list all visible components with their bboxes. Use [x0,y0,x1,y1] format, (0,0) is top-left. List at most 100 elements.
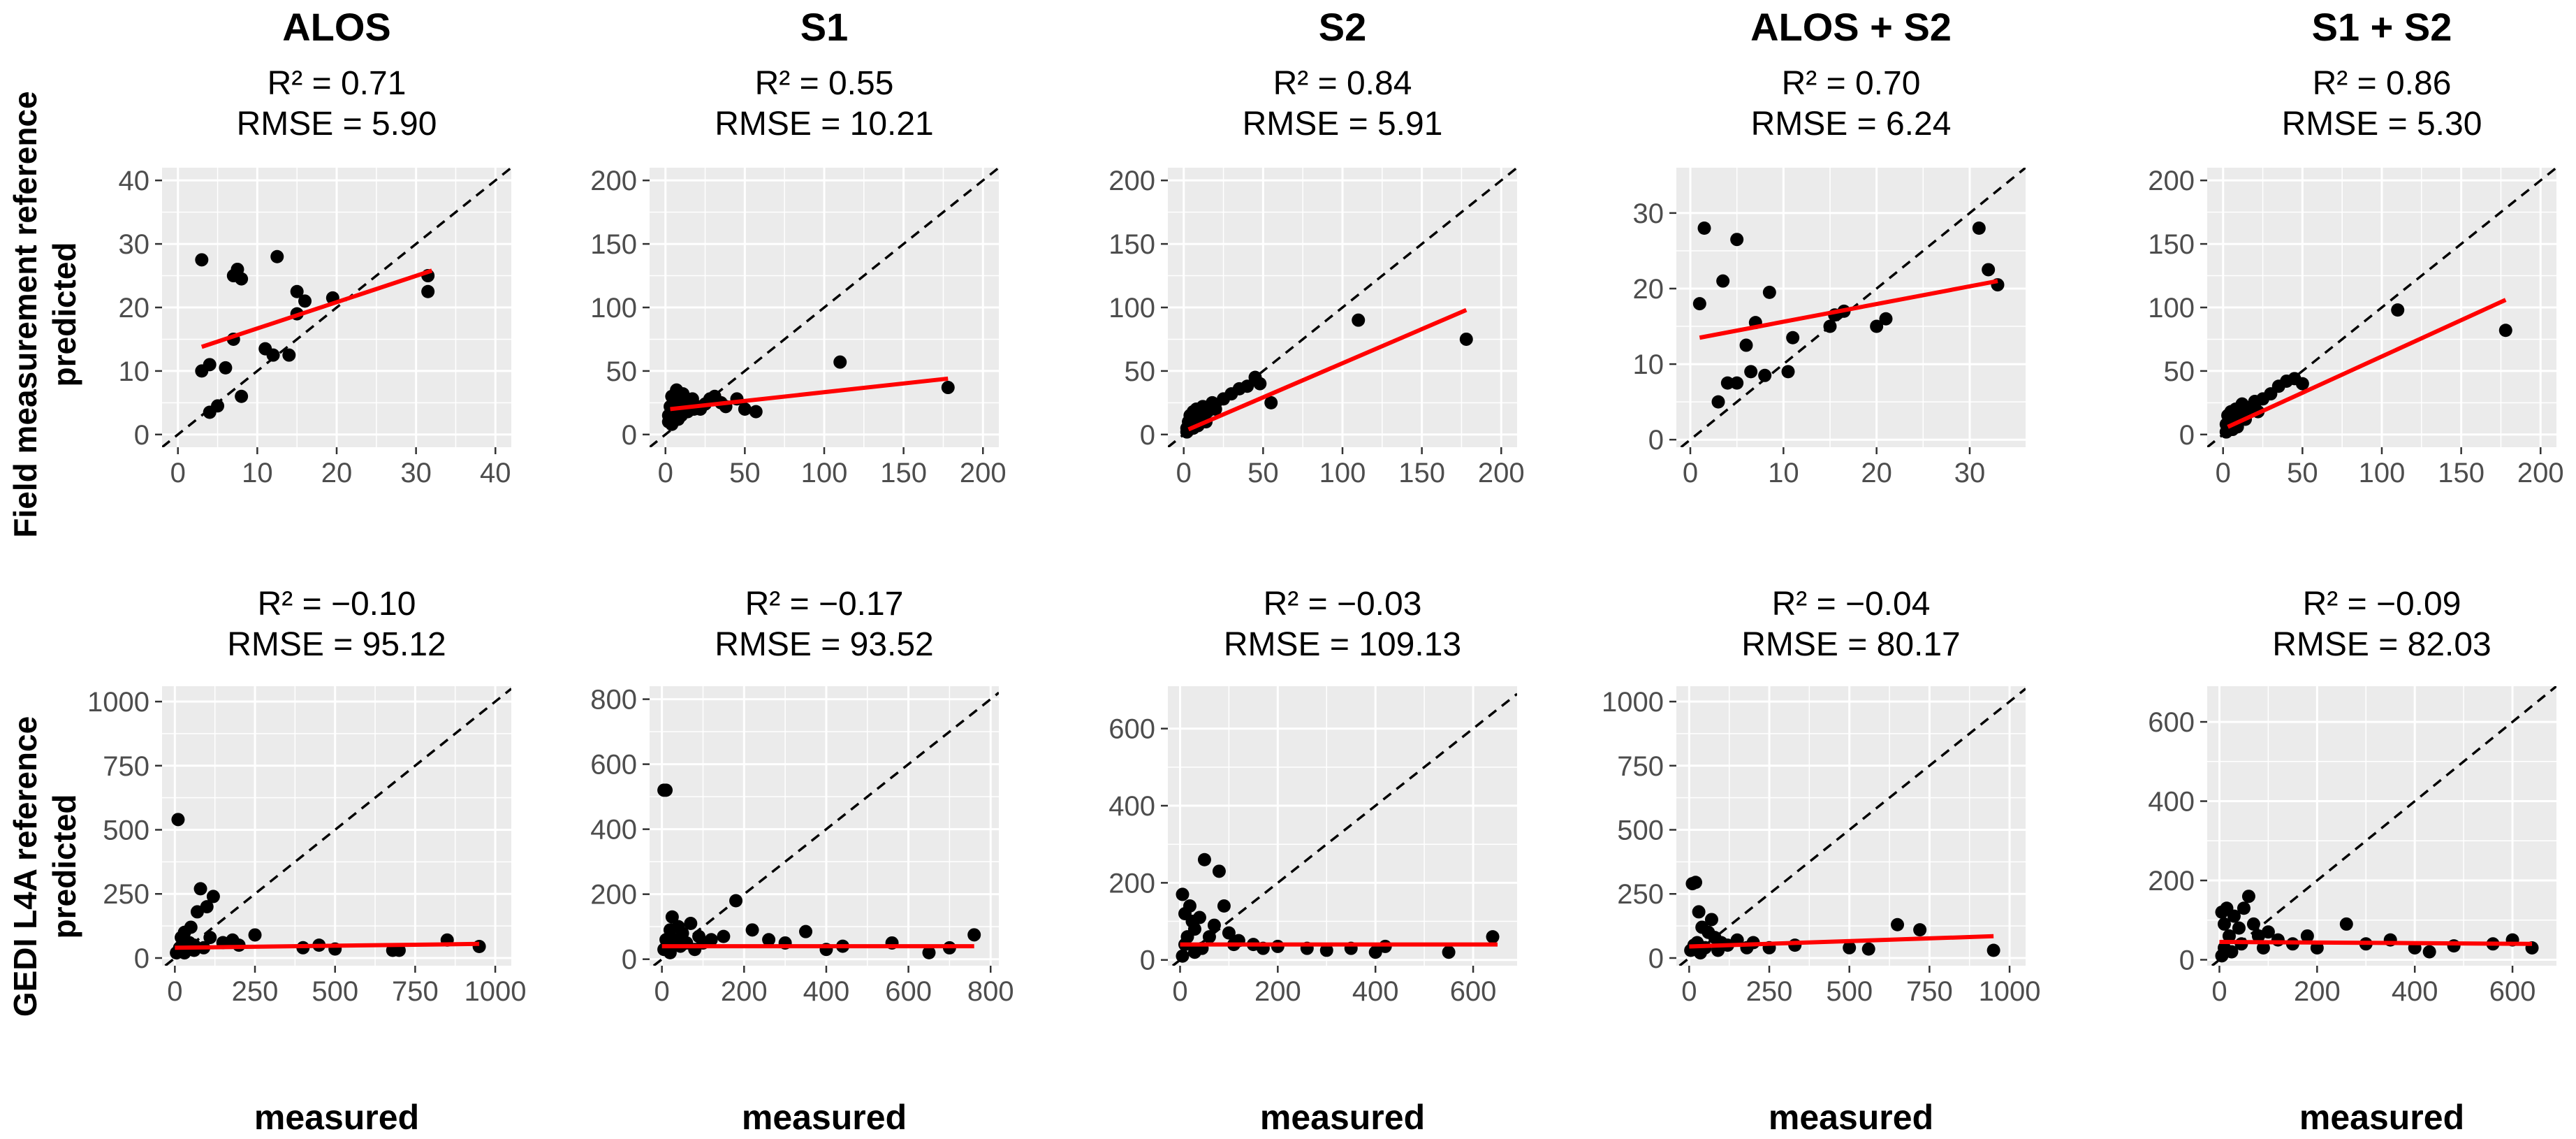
column-title: S1 [800,5,849,49]
identity-line [164,688,511,966]
data-point [2222,929,2236,943]
x-tick-label: 10 [1768,458,1799,488]
data-point [1913,923,1927,937]
x-tick-label: 100 [2359,458,2406,488]
gridlines [650,686,999,966]
y-tick-label: 250 [103,879,149,910]
x-tick-label: 200 [1254,976,1301,1007]
x-tick-label: 150 [2438,458,2484,488]
rmse-label: RMSE = 6.24 [1751,106,1952,143]
r-squared-label: R² = −0.10 [258,586,416,623]
points [195,249,435,419]
fit-line [1689,934,1994,949]
x-tick-label: 0 [1172,976,1187,1007]
x-tick-label: 0 [167,976,182,1007]
rmse-label: RMSE = 80.17 [1741,626,1961,663]
x-tick-label: 0 [1683,458,1698,488]
rmse-label: RMSE = 109.13 [1224,626,1461,663]
y-tick-label: 10 [119,356,150,387]
y-tick-label: 600 [1108,714,1155,745]
y-tick-label: 50 [1125,356,1156,387]
y-tick-label: 0 [622,420,637,451]
data-point [2227,909,2241,923]
fit-line [175,941,480,950]
data-point [678,392,691,406]
y-tick-label: 200 [1108,868,1155,899]
data-point [1758,368,1772,382]
y-tick-label: 200 [590,166,637,196]
identity-line [2211,686,2556,966]
y-tick-label: 200 [1108,166,1155,196]
data-point [671,412,685,426]
x-tick-label: 0 [658,458,673,488]
gridlines [2207,686,2556,966]
data-point [203,358,217,372]
r-squared-label: R² = 0.71 [268,65,407,102]
data-point [1689,876,1703,890]
scatter-panel: R² = 0.84 RMSE = 5.91 0 50 100 150 200 0 50 100 15… [1108,65,1524,488]
x-tick-label: 0 [2211,976,2227,1007]
y-tick-label: 0 [134,420,149,451]
y-tick-label: 600 [2148,707,2195,738]
data-point [1208,402,1222,416]
data-point [1253,377,1267,391]
data-point [665,910,679,924]
y-tick-label: 50 [606,356,638,387]
data-point [1972,221,1986,235]
y-tick-label: 10 [1633,349,1664,380]
x-tick-label: 250 [1746,976,1793,1007]
data-point [738,402,752,416]
x-tick-label: 200 [721,976,768,1007]
data-point [1176,887,1190,901]
data-point [1692,905,1706,919]
column-titles: ALOS S1 S2 ALOS + S2 S1 + S2 [282,5,2452,49]
y-tick-label: 200 [590,880,637,911]
x-tick-label: 800 [967,976,1014,1007]
data-point [2339,917,2353,931]
x-tick-label: 50 [2287,458,2318,488]
x-axis-label: measured [1769,1098,1933,1137]
y-tick-label: 100 [1108,293,1155,324]
data-point [298,294,312,308]
data-point [799,924,813,938]
fit-line [1187,307,1468,432]
data-point [1716,274,1730,288]
y-tick-label: 500 [103,815,149,846]
rmse-label: RMSE = 10.21 [715,106,934,143]
x-tick-label: 600 [2489,976,2536,1007]
x-tick-label: 50 [729,458,761,488]
rmse-label: RMSE = 5.91 [1243,106,1443,143]
gridlines [1676,168,2026,447]
r-squared-label: R² = 0.70 [1782,65,1921,102]
identity-line [1678,688,2026,966]
y-tick-label: 750 [1617,751,1664,782]
data-point [1786,331,1800,344]
data-point [1222,926,1236,940]
y-tick-label: 250 [1617,879,1664,910]
x-tick-label: 20 [321,458,353,488]
data-point [206,890,220,904]
data-point [1212,864,1226,878]
r-squared-label: R² = −0.17 [745,586,904,623]
data-point [2237,901,2251,915]
scatter-panel: R² = 0.70 RMSE = 6.24 0 10 20 30 0 10 20 30 [1633,65,2026,488]
row-label-gedi: GEDI L4A reference predicted [7,716,82,1017]
panel-background [650,686,999,966]
data-point [1217,899,1231,913]
x-tick-label: 50 [1247,458,1279,488]
data-point [184,920,198,934]
data-point [1986,943,2000,957]
data-point [1720,376,1734,390]
x-tick-label: 30 [400,458,432,488]
x-tick-label: 1000 [464,976,527,1007]
data-point [684,917,698,931]
data-point [203,405,217,419]
x-tick-label: 750 [1906,976,1953,1007]
y-tick-label: 1000 [87,687,149,718]
data-point [659,783,673,797]
x-tick-label: 600 [1450,976,1497,1007]
x-tick-label: 400 [1352,976,1399,1007]
y-tick-label: 0 [1140,420,1155,451]
data-point [1692,297,1706,311]
